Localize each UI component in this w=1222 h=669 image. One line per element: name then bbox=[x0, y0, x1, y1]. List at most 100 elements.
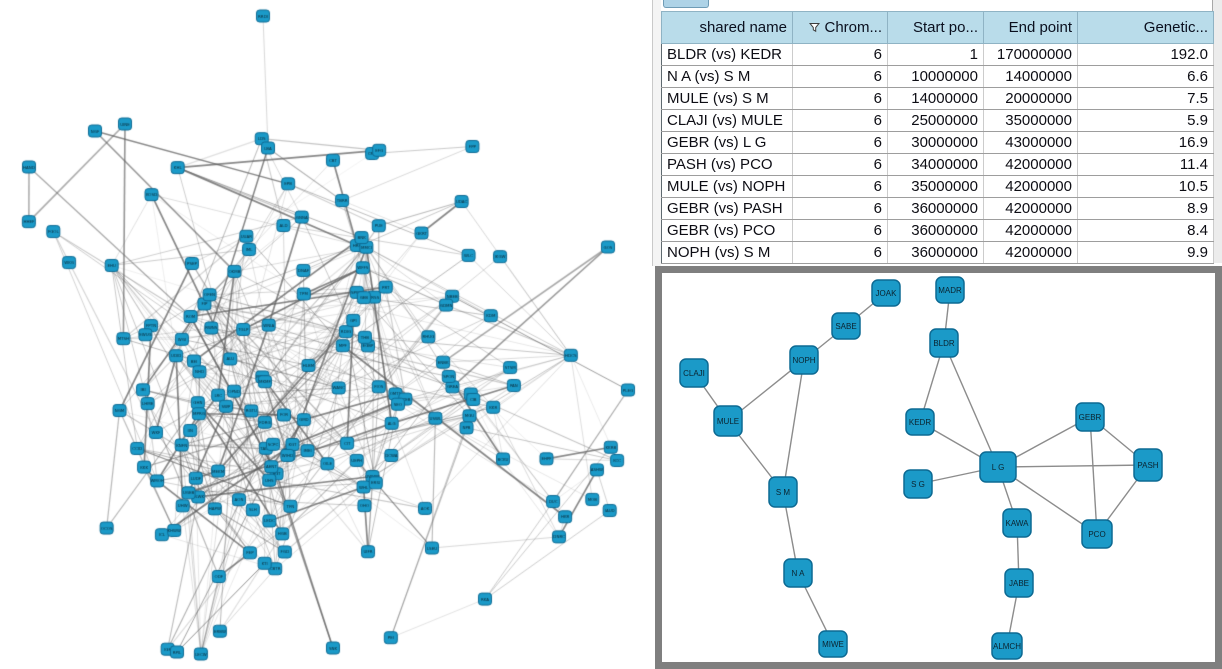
table-row[interactable]: GEBR (vs) PASH 6 36000000 42000000 8.9 bbox=[661, 197, 1214, 220]
edge-table-panel: shared name Chrom... Start po... End point G… bbox=[661, 0, 1222, 266]
cell-shared-name: GEBR (vs) PCO bbox=[661, 219, 793, 242]
table-scroll-fragment bbox=[663, 0, 709, 8]
column-header-start-po---[interactable]: Start po... bbox=[887, 11, 984, 44]
node-label: S G bbox=[911, 480, 925, 489]
cell-value: 6 bbox=[792, 153, 888, 176]
network-node-sg[interactable]: S G bbox=[903, 469, 933, 499]
cell-shared-name: MULE (vs) S M bbox=[661, 87, 793, 110]
network-node-jabe[interactable]: JABE bbox=[1004, 568, 1034, 598]
cell-value: 42000000 bbox=[983, 241, 1078, 264]
column-header-genetic---[interactable]: Genetic... bbox=[1077, 11, 1214, 44]
detail-network-canvas[interactable]: JOAK MADR SABE NOPH BLDR CLAJI MULE KEDR GEBR L G… bbox=[662, 273, 1215, 662]
cell-value: 1 bbox=[887, 43, 984, 66]
network-node-lg[interactable]: L G bbox=[979, 451, 1017, 483]
network-node-kedr[interactable]: KEDR bbox=[905, 408, 935, 436]
cell-value: 30000000 bbox=[887, 131, 984, 154]
cell-value: 6 bbox=[792, 197, 888, 220]
cell-value: 5.9 bbox=[1077, 109, 1214, 132]
column-header-end-point[interactable]: End point bbox=[983, 11, 1078, 44]
cell-value: 10.5 bbox=[1077, 175, 1214, 198]
overview-network-panel bbox=[0, 0, 655, 669]
cell-value: 6 bbox=[792, 131, 888, 154]
network-edge bbox=[943, 342, 999, 468]
cell-value: 14000000 bbox=[887, 87, 984, 110]
table-row[interactable]: GEBR (vs) L G 6 30000000 43000000 16.9 bbox=[661, 131, 1214, 154]
network-node-na[interactable]: N A bbox=[783, 558, 813, 588]
node-label: SABE bbox=[835, 322, 856, 331]
cell-value: 6.6 bbox=[1077, 65, 1214, 88]
network-node-miwe[interactable]: MIWE bbox=[818, 630, 848, 658]
network-node-claji[interactable]: CLAJI bbox=[679, 358, 709, 388]
cell-value: 170000000 bbox=[983, 43, 1078, 66]
node-label: MULE bbox=[717, 417, 739, 426]
network-node-pco[interactable]: PCO bbox=[1081, 519, 1113, 549]
cell-shared-name: PASH (vs) PCO bbox=[661, 153, 793, 176]
node-label: JOAK bbox=[876, 289, 898, 298]
table-row[interactable]: BLDR (vs) KEDR 6 1 170000000 192.0 bbox=[661, 43, 1214, 66]
table-row[interactable]: NOPH (vs) S M 6 36000000 42000000 9.9 bbox=[661, 241, 1214, 264]
table-row[interactable]: PASH (vs) PCO 6 34000000 42000000 11.4 bbox=[661, 153, 1214, 176]
cell-value: 6 bbox=[792, 65, 888, 88]
node-label: GEBR bbox=[1079, 413, 1102, 422]
cell-value: 36000000 bbox=[887, 219, 984, 242]
overview-network-canvas[interactable] bbox=[0, 0, 655, 669]
network-node-pash[interactable]: PASH bbox=[1133, 448, 1163, 482]
cell-value: 7.5 bbox=[1077, 87, 1214, 110]
column-header-shared-name[interactable]: shared name bbox=[661, 11, 793, 44]
cell-value: 25000000 bbox=[887, 109, 984, 132]
cell-value: 6 bbox=[792, 109, 888, 132]
node-label: L G bbox=[992, 463, 1005, 472]
cell-value: 8.9 bbox=[1077, 197, 1214, 220]
network-node-madr[interactable]: MADR bbox=[935, 276, 965, 304]
cell-shared-name: MULE (vs) NOPH bbox=[661, 175, 793, 198]
cell-value: 36000000 bbox=[887, 241, 984, 264]
detail-network-panel: JOAK MADR SABE NOPH BLDR CLAJI MULE KEDR GEBR L G… bbox=[655, 266, 1222, 669]
cell-value: 35000000 bbox=[887, 175, 984, 198]
table-row[interactable]: N A (vs) S M 6 10000000 14000000 6.6 bbox=[661, 65, 1214, 88]
edge-attribute-table: shared name Chrom... Start po... End point G… bbox=[661, 11, 1214, 264]
network-node-gebr[interactable]: GEBR bbox=[1075, 402, 1105, 432]
cell-value: 6 bbox=[792, 175, 888, 198]
node-label: MIWE bbox=[822, 640, 844, 649]
node-label: KEDR bbox=[909, 418, 931, 427]
filter-icon[interactable] bbox=[809, 20, 821, 37]
table-row[interactable]: GEBR (vs) PCO 6 36000000 42000000 8.4 bbox=[661, 219, 1214, 242]
network-node-sabe[interactable]: SABE bbox=[831, 312, 861, 340]
column-header-chrom---[interactable]: Chrom... bbox=[792, 11, 888, 44]
table-row[interactable]: MULE (vs) S M 6 14000000 20000000 7.5 bbox=[661, 87, 1214, 110]
cell-shared-name: BLDR (vs) KEDR bbox=[661, 43, 793, 66]
network-node-bldr[interactable]: BLDR bbox=[929, 328, 959, 358]
cell-shared-name: GEBR (vs) PASH bbox=[661, 197, 793, 220]
cell-value: 43000000 bbox=[983, 131, 1078, 154]
network-node-kawa[interactable]: KAWA bbox=[1002, 508, 1032, 538]
cell-value: 34000000 bbox=[887, 153, 984, 176]
node-label: MADR bbox=[938, 286, 962, 295]
network-node-mule[interactable]: MULE bbox=[713, 405, 743, 437]
node-label: BLDR bbox=[933, 339, 955, 348]
network-node-joak[interactable]: JOAK bbox=[871, 279, 901, 307]
cell-value: 16.9 bbox=[1077, 131, 1214, 154]
network-edge bbox=[1089, 416, 1098, 535]
node-label: S M bbox=[776, 488, 791, 497]
cell-value: 14000000 bbox=[983, 65, 1078, 88]
table-row[interactable]: MULE (vs) NOPH 6 35000000 42000000 10.5 bbox=[661, 175, 1214, 198]
network-edge bbox=[782, 359, 805, 493]
cell-value: 42000000 bbox=[983, 175, 1078, 198]
node-label: CLAJI bbox=[683, 369, 705, 378]
cell-value: 20000000 bbox=[983, 87, 1078, 110]
cell-value: 11.4 bbox=[1077, 153, 1214, 176]
table-row[interactable]: CLAJI (vs) MULE 6 25000000 35000000 5.9 bbox=[661, 109, 1214, 132]
node-label: N A bbox=[792, 569, 806, 578]
network-node-almch[interactable]: ALMCH bbox=[991, 632, 1023, 660]
cell-value: 42000000 bbox=[983, 153, 1078, 176]
cell-value: 8.4 bbox=[1077, 219, 1214, 242]
cell-value: 6 bbox=[792, 219, 888, 242]
network-node-sm[interactable]: S M bbox=[768, 476, 798, 508]
cell-value: 6 bbox=[792, 87, 888, 110]
cell-value: 9.9 bbox=[1077, 241, 1214, 264]
table-header-row: shared name Chrom... Start po... End point G… bbox=[661, 11, 1214, 44]
network-edge bbox=[997, 464, 1149, 468]
network-node-noph[interactable]: NOPH bbox=[789, 345, 819, 375]
cell-value: 42000000 bbox=[983, 219, 1078, 242]
